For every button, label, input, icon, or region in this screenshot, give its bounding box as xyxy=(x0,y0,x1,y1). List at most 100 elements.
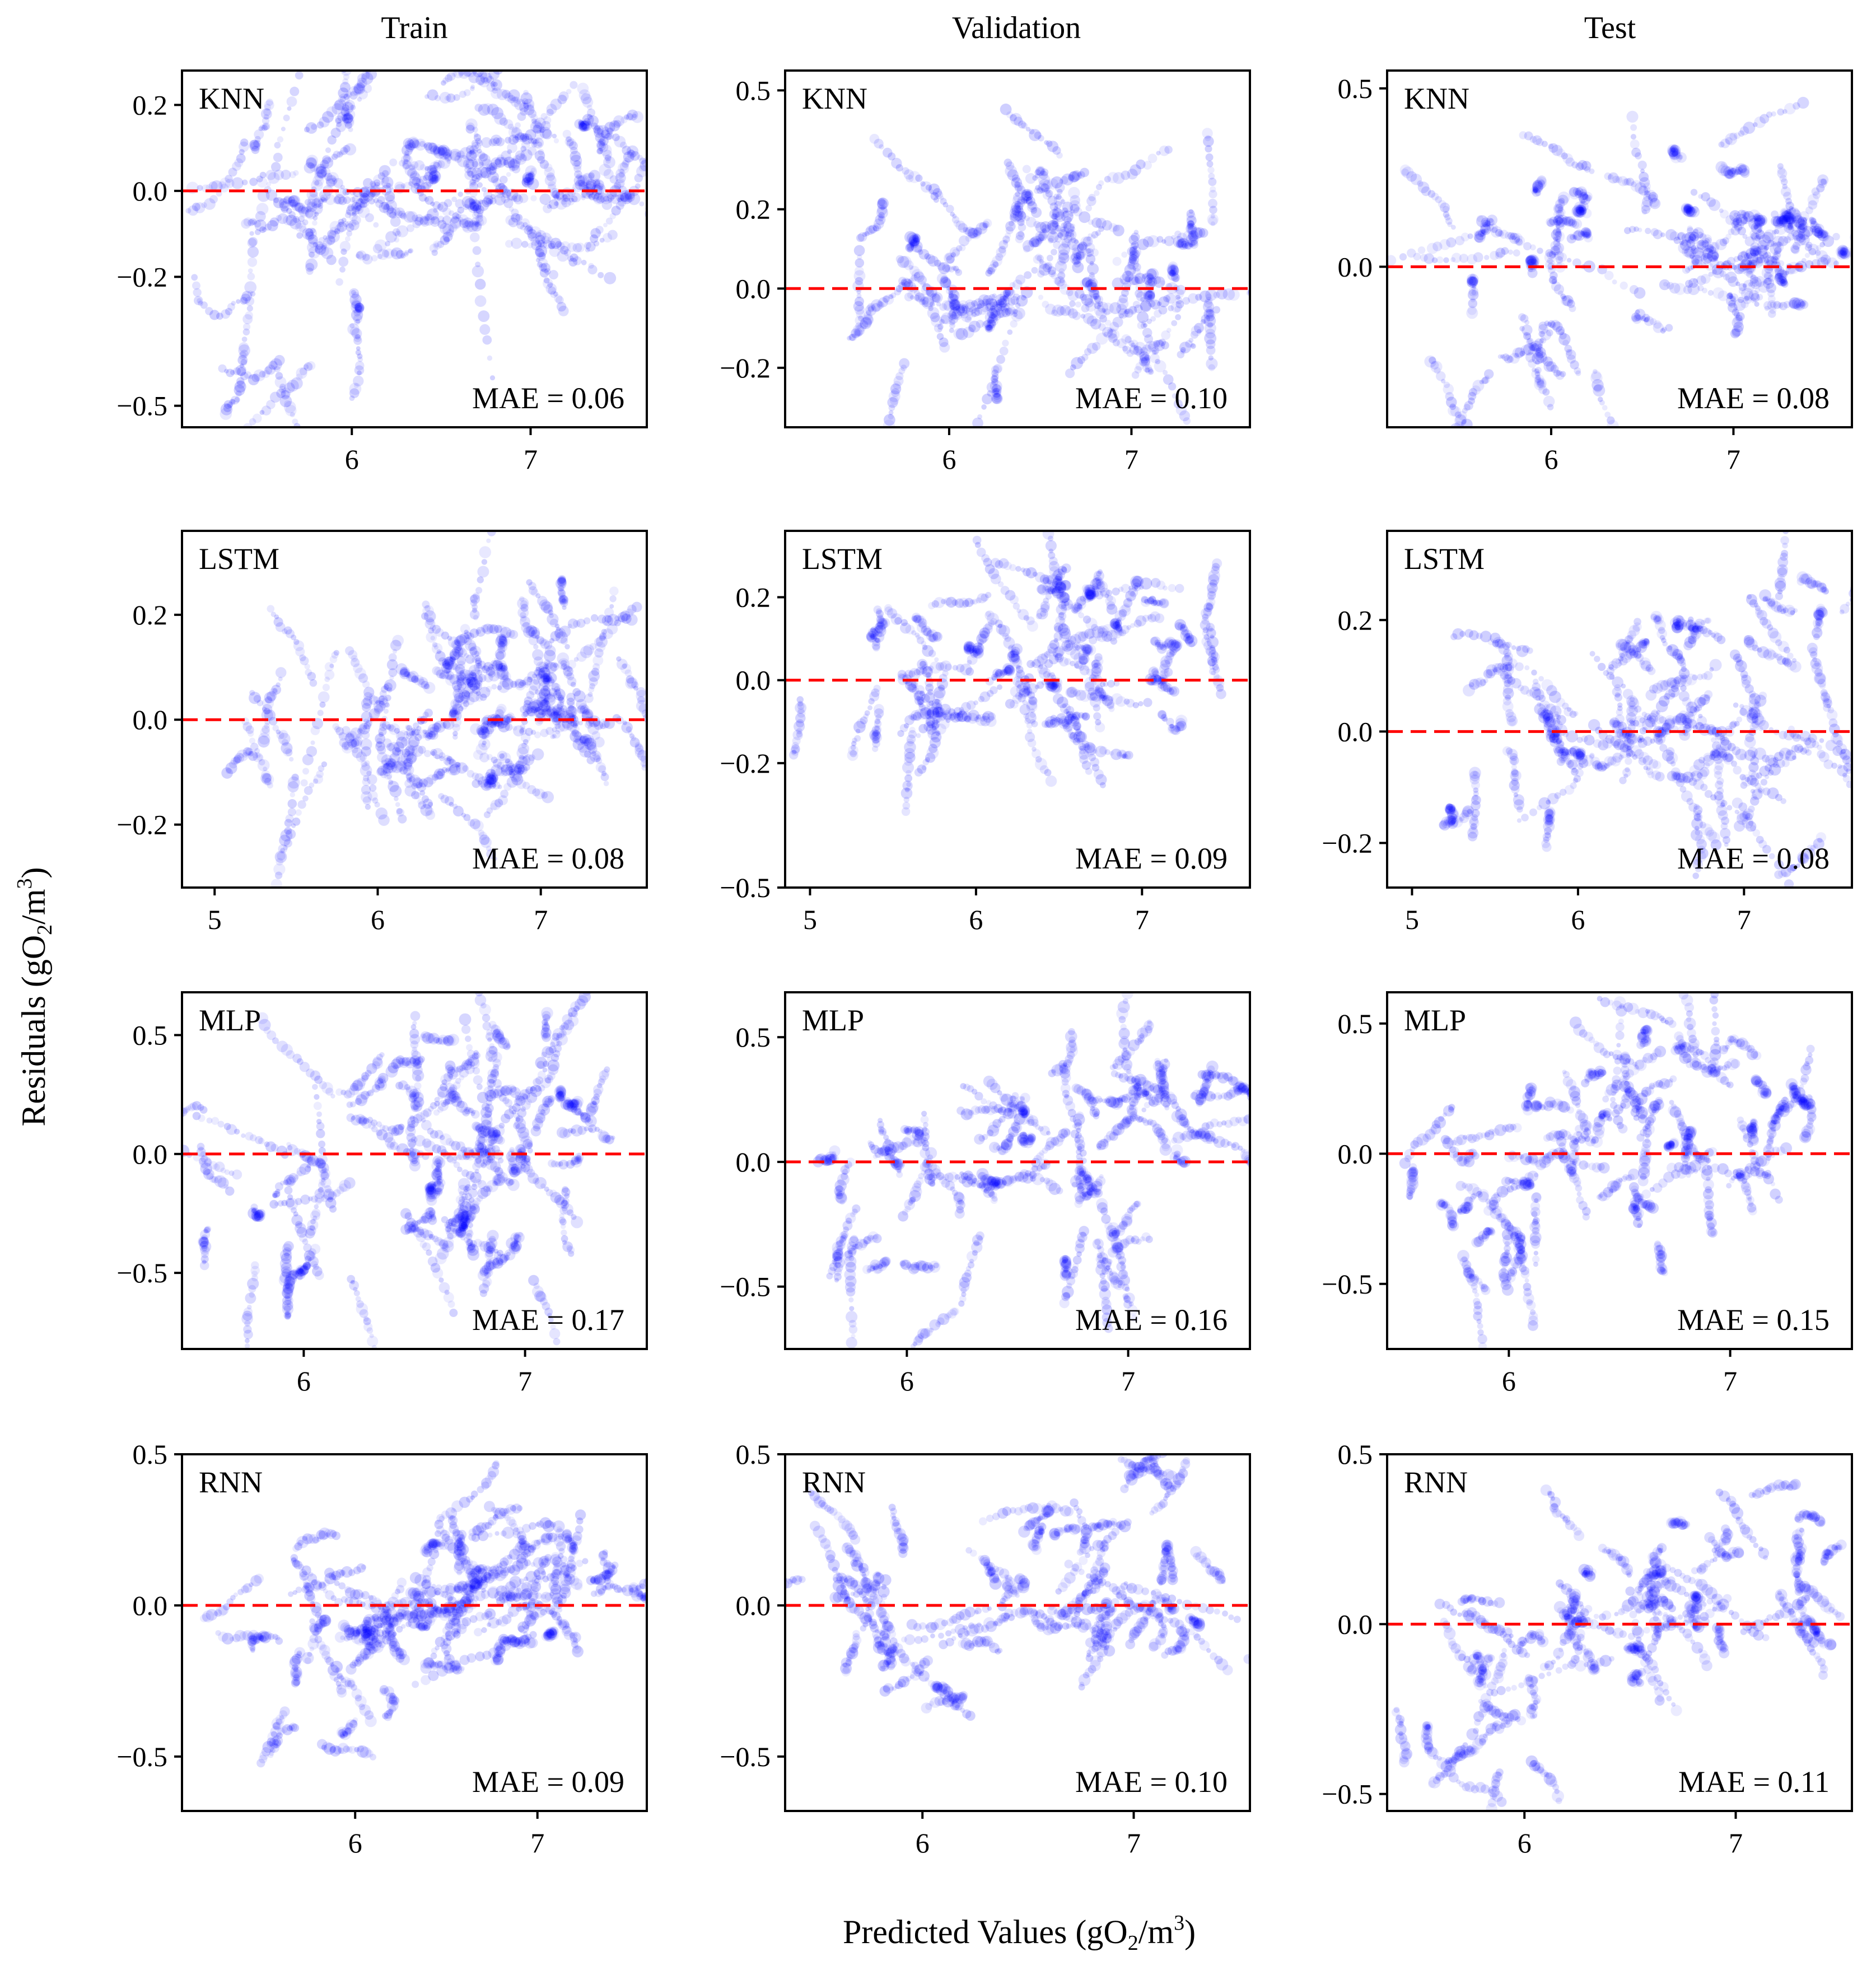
scatter-point xyxy=(349,739,357,748)
scatter-point xyxy=(1686,239,1695,248)
scatter-point xyxy=(908,236,920,248)
scatter-point xyxy=(999,347,1009,356)
scatter-point xyxy=(549,245,561,257)
scatter-point xyxy=(950,294,958,302)
scatter-point xyxy=(992,365,1002,374)
scatter-point xyxy=(552,706,561,715)
scatter-point xyxy=(1646,190,1656,200)
scatter-point xyxy=(408,164,416,171)
scatter-point xyxy=(1749,229,1760,240)
scatter-point xyxy=(493,137,500,144)
scatter-point xyxy=(600,193,612,204)
scatter-point xyxy=(903,281,911,288)
scatter-point xyxy=(1571,161,1579,169)
scatter-point xyxy=(525,172,535,182)
scatter-point xyxy=(321,245,327,251)
scatter-point xyxy=(396,807,403,815)
scatter-point xyxy=(536,262,543,268)
scatter-point xyxy=(556,707,562,713)
scatter-point xyxy=(538,149,544,155)
x-tick-label: 6 xyxy=(345,444,359,475)
scatter-point xyxy=(1063,221,1072,230)
scatter-point xyxy=(1035,167,1045,176)
scatter-point xyxy=(1203,299,1213,308)
scatter-point xyxy=(1712,256,1719,262)
scatter-point xyxy=(1576,186,1588,198)
scatter-point xyxy=(434,666,444,676)
scatter-point xyxy=(446,229,454,237)
scatter-point xyxy=(1194,227,1206,239)
scatter-point xyxy=(895,164,903,172)
scatter-point xyxy=(1728,228,1735,235)
scatter-point xyxy=(479,153,488,162)
scatter-point xyxy=(588,670,600,682)
scatter-point xyxy=(977,414,983,419)
scatter-point xyxy=(606,127,614,135)
scatter-point xyxy=(1525,255,1537,265)
scatter-point xyxy=(1706,241,1719,254)
scatter-point xyxy=(349,212,358,222)
scatter-point xyxy=(1543,361,1555,372)
scatter-point xyxy=(506,716,513,723)
scatter-point xyxy=(469,609,480,620)
scatter-point xyxy=(382,763,390,769)
scatter-point xyxy=(521,140,530,150)
scatter-point xyxy=(374,801,380,808)
scatter-point xyxy=(540,667,545,673)
scatter-point xyxy=(585,721,592,729)
scatter-point xyxy=(517,743,530,755)
scatter-point xyxy=(1175,297,1183,305)
scatter-point xyxy=(1443,211,1450,218)
scatter-point xyxy=(587,723,599,735)
scatter-point xyxy=(1158,296,1169,307)
scatter-point xyxy=(251,146,260,155)
scatter-point xyxy=(1754,217,1765,228)
scatter-point xyxy=(985,303,994,312)
scatter-point xyxy=(281,388,291,398)
scatter-point xyxy=(472,211,480,219)
scatter-point xyxy=(526,177,535,185)
scatter-point xyxy=(1840,248,1848,256)
scatter-point xyxy=(514,678,524,689)
scatter-point xyxy=(549,618,559,628)
scatter-point xyxy=(1097,301,1109,313)
scatter-point xyxy=(470,179,476,185)
scatter-point xyxy=(987,316,995,324)
scatter-point xyxy=(486,685,492,692)
scatter-point xyxy=(542,129,553,139)
scatter-point xyxy=(486,538,491,543)
scatter-point xyxy=(1817,229,1829,241)
scatter-point xyxy=(275,58,282,66)
scatter-point xyxy=(1025,127,1031,132)
scatter-point xyxy=(641,764,647,771)
scatter-point xyxy=(526,676,533,683)
scatter-point xyxy=(418,679,425,685)
scatter-point xyxy=(1733,220,1744,231)
scatter-point xyxy=(624,194,631,200)
scatter-point xyxy=(479,687,491,698)
scatter-point xyxy=(555,722,566,732)
scatter-point xyxy=(619,193,629,202)
scatter-point xyxy=(1142,344,1152,354)
scatter-point xyxy=(1264,275,1276,286)
scatter-point xyxy=(423,181,432,190)
scatter-point xyxy=(410,675,419,683)
scatter-point xyxy=(599,164,612,176)
scatter-point xyxy=(1576,204,1587,215)
y-axis-title-sup: 3 xyxy=(13,879,36,889)
scatter-point xyxy=(1051,272,1058,279)
scatter-point xyxy=(283,195,292,204)
scatter-point xyxy=(1288,274,1299,286)
scatter-point xyxy=(452,805,464,817)
scatter-point xyxy=(394,747,400,753)
scatter-point xyxy=(1688,231,1697,240)
scatter-point xyxy=(487,165,494,172)
scatter-point xyxy=(1550,240,1561,251)
scatter-point xyxy=(1094,190,1100,197)
scatter-point xyxy=(1088,278,1098,288)
scatter-point xyxy=(259,226,266,234)
scatter-point xyxy=(1085,301,1096,312)
scatter-point xyxy=(1732,317,1743,329)
scatter-point xyxy=(427,726,438,738)
